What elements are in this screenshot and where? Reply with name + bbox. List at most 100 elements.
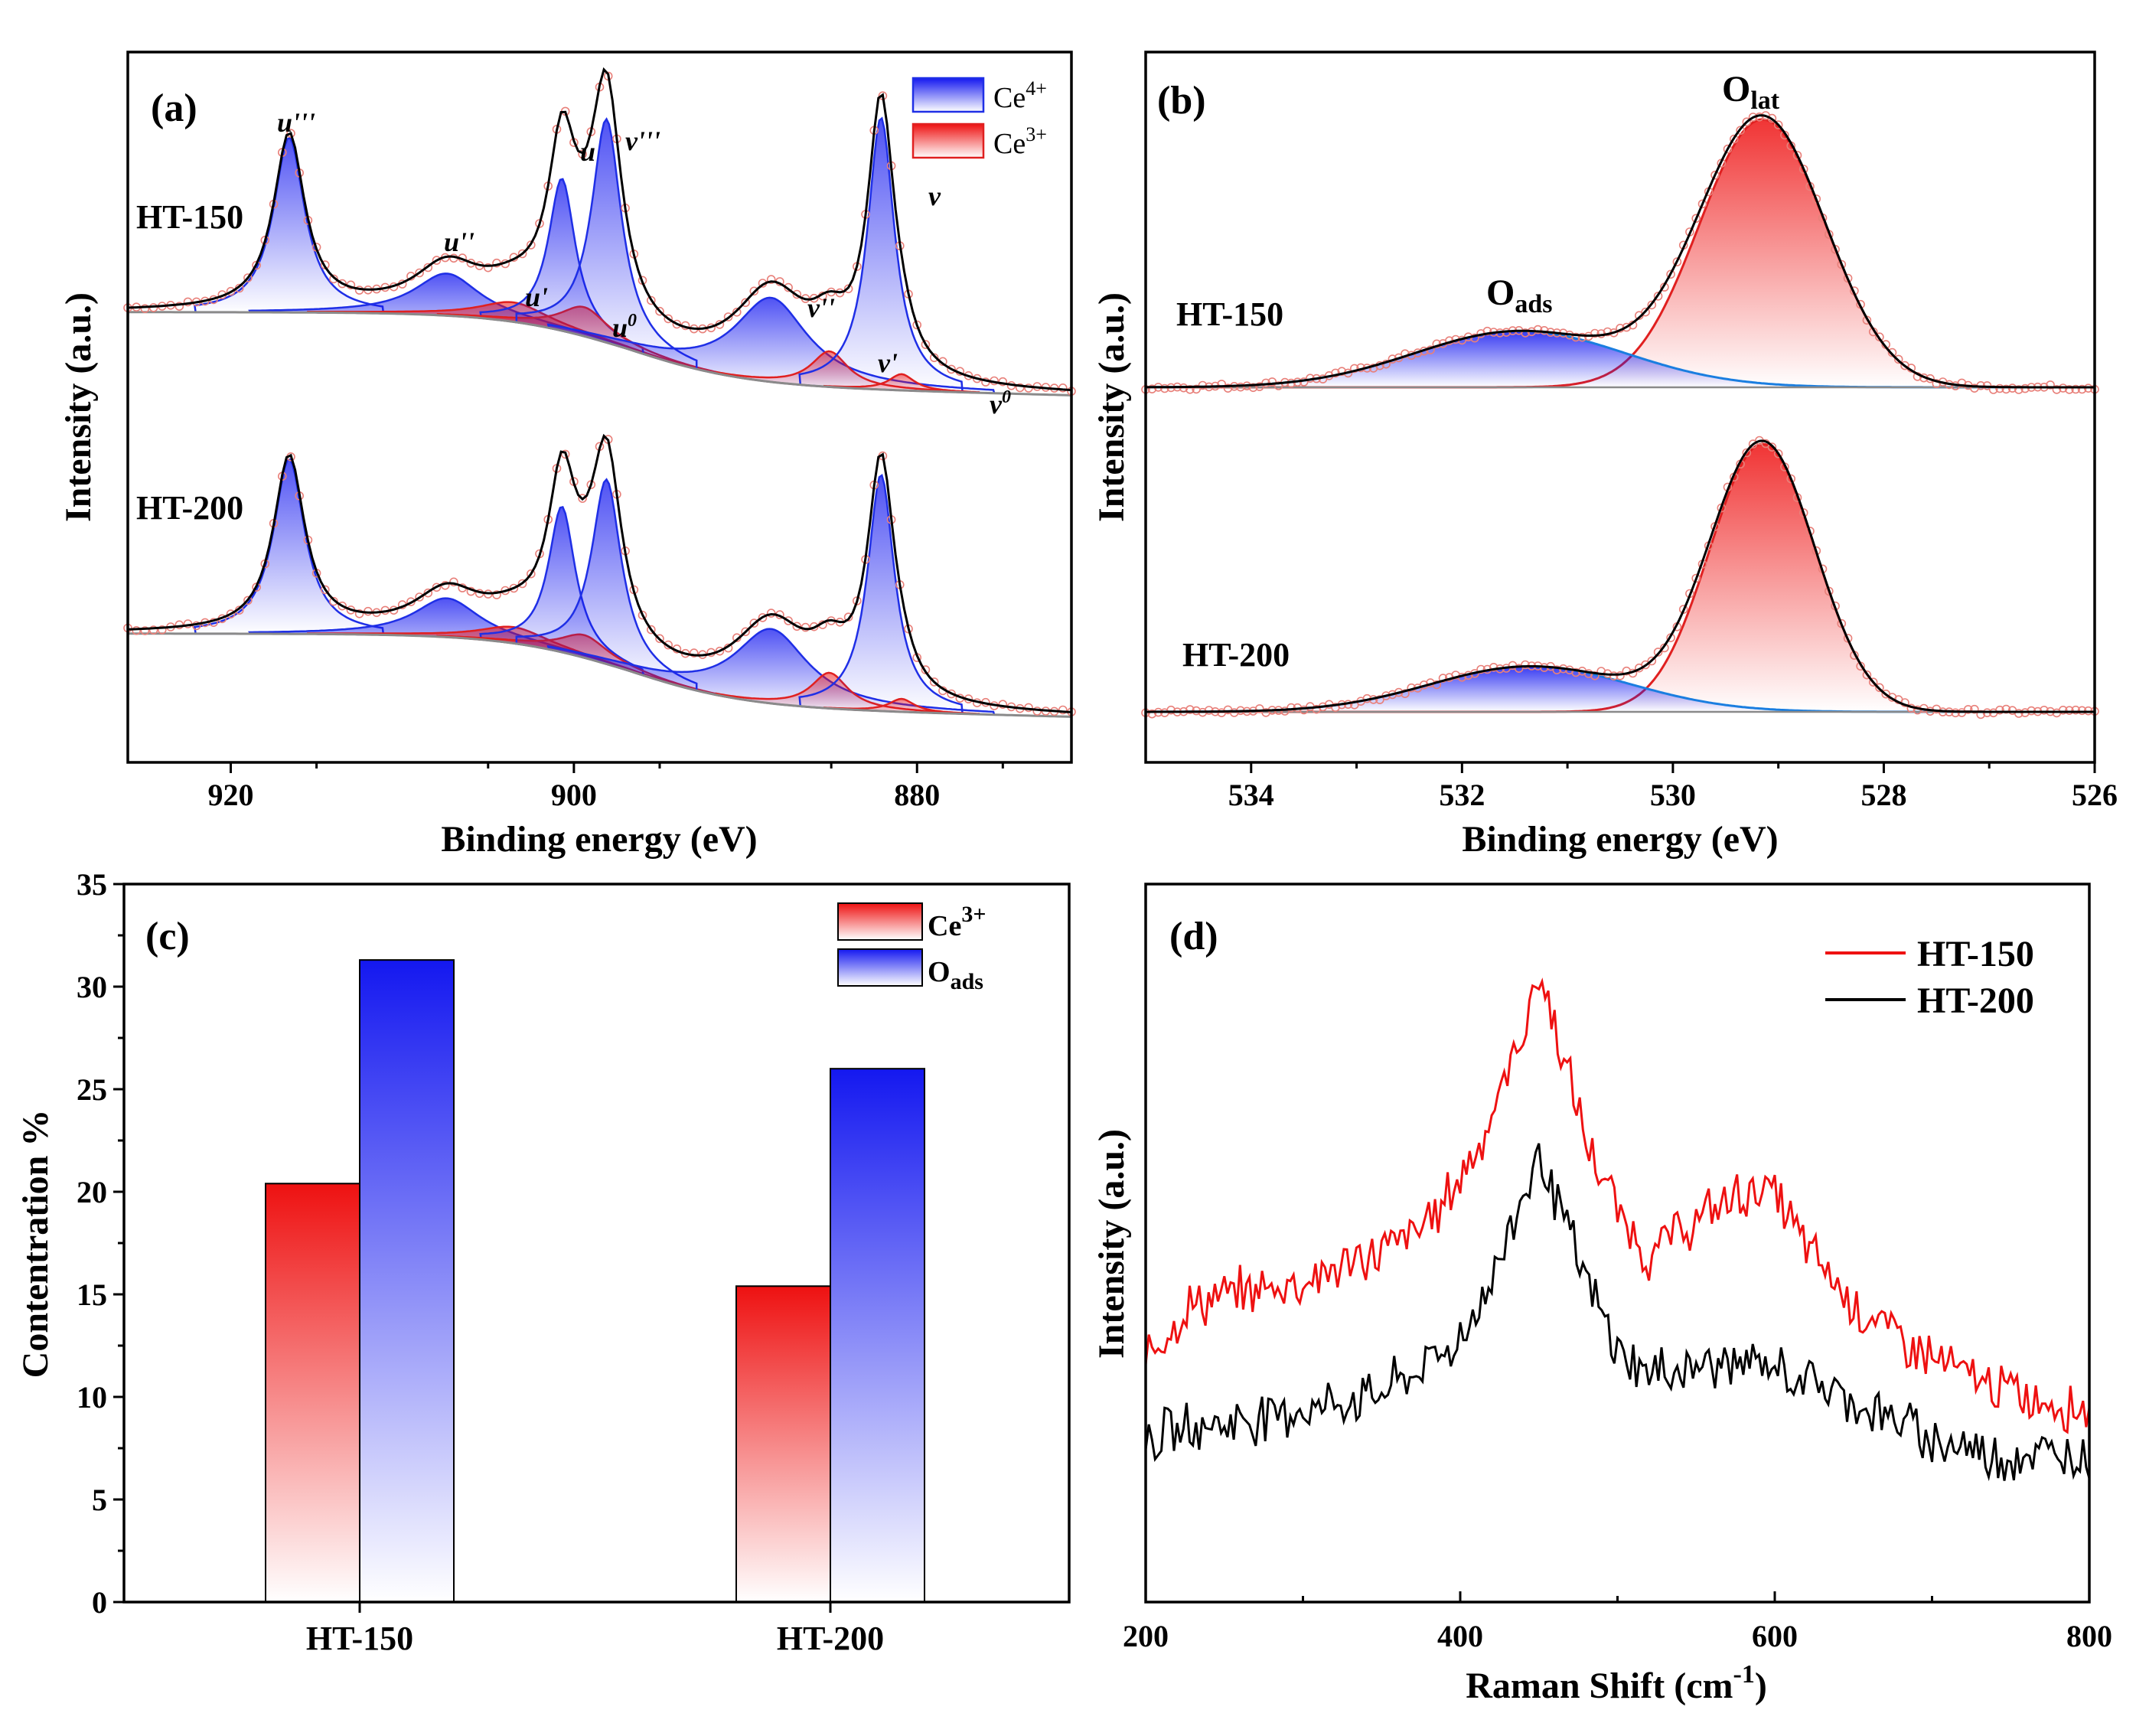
data-point [1401,689,1410,699]
data-point [1868,677,1878,687]
data-point [792,289,802,299]
data-point [1286,703,1296,713]
y-tick-label-5: 5 [92,1483,107,1517]
panel-b-oads-label: Oads [1486,272,1552,318]
raman-line-ht-150 [1144,977,2091,1434]
data-point [1375,695,1384,704]
data-point [1995,705,2004,715]
raman-label-main: Raman Shift (cm [1466,1666,1733,1706]
data-point [784,616,793,625]
data-point [1963,705,1973,714]
oads-fill-ht-150 [1146,331,2095,387]
data-point [672,319,682,329]
data-point [2058,705,2068,715]
background-line-ht-150 [128,311,1072,396]
oads-sub: ads [1515,290,1552,318]
data-point [2077,384,2087,394]
panel-d: 200 400 600 800 (d) HT-150 HT-200 Raman Shi… [1091,883,2112,1706]
data-point [1015,383,1025,393]
bar-ce3+-ht-150 [265,1183,360,1603]
data-point [338,279,347,289]
data-point [1730,134,1739,144]
panel-b-label: (b) [1157,79,1206,122]
x-tick-label-900: 900 [551,778,597,812]
panel-d-y-axis-label: Intensity (a.u.) [1091,1129,1132,1359]
panel-a-frame [126,51,1073,764]
data-point [2020,383,2030,393]
y-tick-label-0: 0 [92,1585,107,1620]
x-category-label-ht-200: HT-200 [777,1620,884,1657]
data-point [415,592,424,602]
panel-b-series-label-ht150: HT-150 [1176,295,1283,333]
panel-b-series-label-ht200: HT-200 [1182,636,1290,674]
panel-b-frame [1144,51,2096,764]
data-point [921,340,931,349]
panel-a-series-label-ht150: HT-150 [136,198,243,236]
legend-label-ce4: Ce4+ [993,77,1047,114]
raman-label-sup: -1 [1733,1660,1755,1689]
peak-ht-150-5 [515,117,698,370]
data-point [2065,385,2074,394]
data-point [1843,273,1853,283]
data-point [2014,709,2023,718]
legend-label-ce3: Ce3+ [993,123,1047,160]
legend-oads-bar-base: O [928,956,951,988]
data-point [338,601,347,611]
x-tick-label-528: 528 [1860,778,1906,812]
data-point [140,304,150,314]
data-point [1697,199,1707,209]
data-point [758,613,768,622]
olat-base: O [1722,69,1750,109]
fit-envelope-ht-150 [1146,114,2095,389]
data-point [432,256,442,265]
olat-sub: lat [1750,86,1779,115]
data-point [148,625,158,635]
bar-ce3+-ht-200 [735,1285,831,1604]
data-point [1489,662,1498,672]
data-point [1255,704,1264,713]
data-point [1723,144,1733,154]
data-point [1736,126,1745,135]
data-point [741,298,750,308]
data-point [1792,151,1802,160]
panel-b: 534 532 530 528 526 (b) HT-150 HT-200 Olat O… [1091,51,2118,860]
panel-c-y-ticks: 0 5 10 15 20 25 30 35 [77,867,124,1620]
data-point [1590,328,1600,338]
panel-d-x-axis-label: Raman Shift (cm-1) [1466,1660,1767,1706]
peak-label-u-double-prime: u'' [444,227,474,257]
data-point [2071,705,2080,715]
data-point [1641,307,1650,317]
data-point [1837,259,1847,269]
data-point [655,306,664,316]
data-point [1166,705,1176,715]
data-point [354,609,364,618]
data-point [1616,671,1625,680]
data-point [2014,385,2023,394]
data-point [1058,383,1068,393]
data-point [226,609,236,618]
x-tick-label-200: 200 [1123,1619,1169,1653]
panel-a: 920 900 880 (a) HT-150 HT-200 Binding ener… [58,51,1076,860]
data-point [1058,705,1068,715]
data-point [132,625,141,635]
data-point [1798,165,1808,174]
data-point [1571,667,1580,677]
legend-ce4-base: Ce [993,82,1026,114]
data-point [2040,705,2049,715]
data-point [732,307,742,317]
fit-envelope-ht-150 [127,67,1072,392]
oads-base: O [1486,272,1515,313]
data-point [1223,383,1233,393]
legend-label-ce3-bar: Ce3+ [928,902,986,942]
peak-label-u-triple-prime: u''' [277,107,315,138]
legend-ce3-bar-sup: 3+ [961,902,986,927]
raman-line-ht-200 [1144,1143,2091,1482]
data-point [1710,171,1720,180]
data-point [2046,380,2055,390]
x-tick-label-400: 400 [1437,1619,1483,1653]
data-point [723,312,733,321]
data-point [1552,665,1562,675]
data-point [792,622,802,631]
data-point [1773,120,1783,129]
x-tick-label-800: 800 [2066,1619,2112,1653]
